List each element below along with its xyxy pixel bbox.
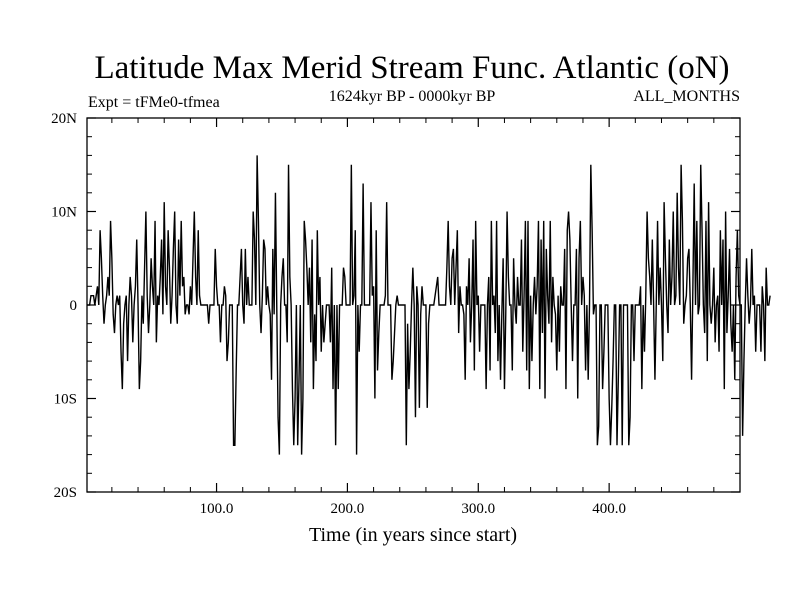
y-tick-label: 20N [51, 111, 77, 127]
series-layer [87, 155, 771, 455]
series-line-0 [87, 155, 771, 455]
y-tick-label: 20S [54, 485, 77, 501]
y-tick-label: 10N [51, 205, 77, 221]
subtitle-months: ALL_MONTHS [633, 88, 740, 105]
y-tick-label: 10S [54, 392, 77, 408]
x-tick-label: 300.0 [461, 501, 495, 517]
y-tick-label: 0 [70, 298, 78, 314]
x-tick-label: 100.0 [200, 501, 234, 517]
x-tick-label: 400.0 [592, 501, 626, 517]
axes-layer: 20N 10N 0 10S 20S 100.0 200.0 300.0 400.0 [51, 111, 741, 517]
x-tick-label: 200.0 [331, 501, 365, 517]
chart-title: Latitude Max Merid Stream Func. Atlantic… [94, 50, 729, 86]
x-axis-label: Time (in years since start) [309, 524, 517, 546]
subtitle-period: 1624kyr BP - 0000kyr BP [329, 88, 496, 105]
subtitle-experiment: Expt = tFMe0-tfmea [88, 94, 220, 111]
